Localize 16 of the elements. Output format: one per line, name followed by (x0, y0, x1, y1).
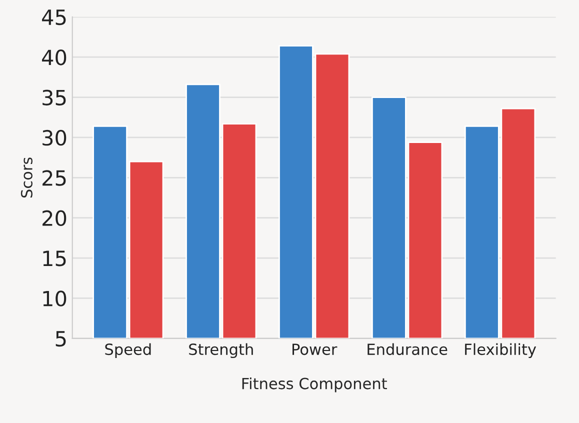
y-tick-label: 35 (42, 90, 66, 106)
x-axis-title: Fitness Component (242, 377, 387, 392)
y-tick-label: 25 (42, 170, 66, 186)
x-tick-label: Strength (189, 343, 253, 358)
y-tick-label: 40 (42, 50, 66, 66)
y-tick-label: 30 (42, 130, 66, 146)
x-tick-label: Flexibility (465, 343, 536, 358)
y-tick-label: 45 (42, 10, 66, 26)
y-axis-title: Scors (20, 158, 32, 198)
y-tick-label: 5 (56, 331, 66, 347)
y-tick-label: 15 (43, 250, 66, 266)
x-tick-label: Speed (105, 343, 151, 358)
x-tick-label: Endurance (368, 343, 448, 356)
y-tick-label: 20 (42, 210, 66, 226)
y-tick-label: 10 (43, 290, 66, 306)
x-tick-label: Power (292, 344, 338, 356)
